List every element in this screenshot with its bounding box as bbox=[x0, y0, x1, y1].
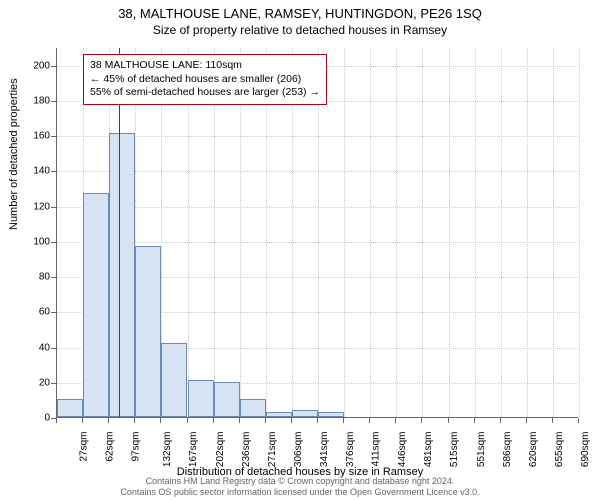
x-tick-mark bbox=[474, 418, 475, 423]
annotation-line: ← 45% of detached houses are smaller (20… bbox=[90, 73, 320, 87]
annotation-line: 38 MALTHOUSE LANE: 110sqm bbox=[90, 59, 320, 73]
histogram-bar bbox=[266, 412, 292, 417]
x-tick-label: 446sqm bbox=[397, 432, 408, 468]
x-tick-mark bbox=[82, 418, 83, 423]
x-tick-mark bbox=[56, 418, 57, 423]
x-tick-label: 236sqm bbox=[241, 432, 252, 468]
x-tick-label: 551sqm bbox=[476, 432, 487, 468]
x-tick-label: 376sqm bbox=[345, 432, 356, 468]
y-tick-mark bbox=[51, 242, 56, 243]
gridline bbox=[422, 48, 423, 417]
x-tick-mark bbox=[160, 418, 161, 423]
y-tick-label: 40 bbox=[22, 342, 50, 353]
y-axis-label: Number of detached properties bbox=[8, 78, 20, 230]
x-tick-mark bbox=[500, 418, 501, 423]
gridline bbox=[475, 48, 476, 417]
histogram-bar bbox=[318, 412, 344, 417]
x-tick-mark bbox=[213, 418, 214, 423]
x-tick-label: 202sqm bbox=[215, 432, 226, 468]
x-tick-label: 586sqm bbox=[502, 432, 513, 468]
y-tick-label: 60 bbox=[22, 307, 50, 318]
x-tick-mark bbox=[134, 418, 135, 423]
histogram-bar bbox=[109, 133, 135, 417]
x-tick-mark bbox=[448, 418, 449, 423]
y-tick-label: 100 bbox=[22, 236, 50, 247]
x-tick-label: 655sqm bbox=[554, 432, 565, 468]
footer-line: Contains HM Land Registry data © Crown c… bbox=[0, 476, 600, 487]
page-subtitle: Size of property relative to detached ho… bbox=[0, 21, 600, 37]
gridline bbox=[527, 48, 528, 417]
x-tick-mark bbox=[369, 418, 370, 423]
annotation-line: 55% of semi-detached houses are larger (… bbox=[90, 86, 320, 100]
footer-credits: Contains HM Land Registry data © Crown c… bbox=[0, 476, 600, 498]
x-tick-label: 515sqm bbox=[449, 432, 460, 468]
x-tick-mark bbox=[239, 418, 240, 423]
x-tick-mark bbox=[421, 418, 422, 423]
histogram-chart: 38 MALTHOUSE LANE: 110sqm ← 45% of detac… bbox=[56, 48, 578, 418]
y-tick-mark bbox=[51, 171, 56, 172]
y-tick-label: 200 bbox=[22, 60, 50, 71]
y-tick-mark bbox=[51, 66, 56, 67]
gridline bbox=[553, 48, 554, 417]
histogram-bar bbox=[135, 246, 161, 417]
y-tick-mark bbox=[51, 136, 56, 137]
y-tick-mark bbox=[51, 101, 56, 102]
y-tick-mark bbox=[51, 277, 56, 278]
x-tick-label: 62sqm bbox=[105, 432, 116, 462]
x-tick-label: 97sqm bbox=[131, 432, 142, 462]
histogram-bar bbox=[57, 399, 83, 417]
x-tick-label: 481sqm bbox=[423, 432, 434, 468]
histogram-bar bbox=[292, 410, 318, 417]
x-tick-label: 132sqm bbox=[162, 432, 173, 468]
y-tick-label: 120 bbox=[22, 201, 50, 212]
footer-line: Contains OS public sector information li… bbox=[0, 487, 600, 498]
y-tick-mark bbox=[51, 312, 56, 313]
x-tick-mark bbox=[108, 418, 109, 423]
x-tick-mark bbox=[526, 418, 527, 423]
x-tick-label: 27sqm bbox=[79, 432, 90, 462]
histogram-bar bbox=[161, 343, 187, 417]
y-tick-mark bbox=[51, 207, 56, 208]
x-tick-label: 306sqm bbox=[293, 432, 304, 468]
annotation-box: 38 MALTHOUSE LANE: 110sqm ← 45% of detac… bbox=[83, 54, 327, 105]
x-tick-mark bbox=[343, 418, 344, 423]
x-tick-mark bbox=[265, 418, 266, 423]
x-tick-label: 620sqm bbox=[528, 432, 539, 468]
y-tick-label: 20 bbox=[22, 377, 50, 388]
y-tick-label: 160 bbox=[22, 131, 50, 142]
x-tick-mark bbox=[578, 418, 579, 423]
histogram-bar bbox=[83, 193, 109, 417]
histogram-bar bbox=[188, 380, 214, 417]
gridline bbox=[501, 48, 502, 417]
y-tick-label: 0 bbox=[22, 413, 50, 424]
x-tick-mark bbox=[317, 418, 318, 423]
y-tick-label: 80 bbox=[22, 272, 50, 283]
gridline bbox=[396, 48, 397, 417]
x-tick-label: 271sqm bbox=[267, 432, 278, 468]
x-tick-label: 690sqm bbox=[580, 432, 591, 468]
x-tick-mark bbox=[395, 418, 396, 423]
x-tick-label: 167sqm bbox=[188, 432, 199, 468]
y-tick-mark bbox=[51, 348, 56, 349]
gridline bbox=[344, 48, 345, 417]
x-tick-mark bbox=[187, 418, 188, 423]
gridline bbox=[449, 48, 450, 417]
x-tick-label: 411sqm bbox=[370, 432, 381, 467]
gridline bbox=[370, 48, 371, 417]
x-tick-mark bbox=[291, 418, 292, 423]
page-title: 38, MALTHOUSE LANE, RAMSEY, HUNTINGDON, … bbox=[0, 0, 600, 21]
gridline bbox=[579, 48, 580, 417]
x-tick-mark bbox=[552, 418, 553, 423]
y-tick-label: 140 bbox=[22, 166, 50, 177]
y-tick-mark bbox=[51, 383, 56, 384]
histogram-bar bbox=[214, 382, 240, 417]
histogram-bar bbox=[240, 399, 266, 417]
x-tick-label: 341sqm bbox=[319, 432, 330, 468]
y-tick-label: 180 bbox=[22, 95, 50, 106]
